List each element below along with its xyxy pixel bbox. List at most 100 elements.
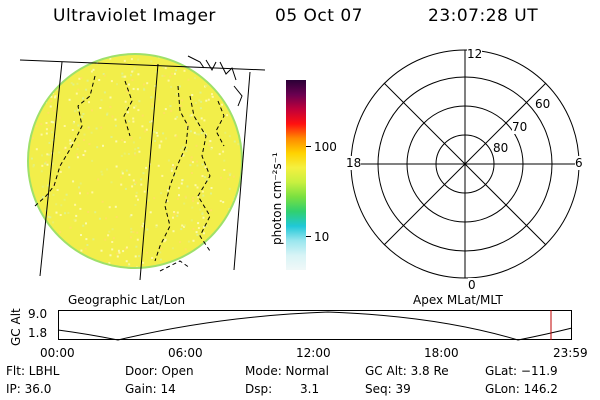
mlt-label-0: 0	[468, 278, 476, 292]
speckle-pixel	[79, 182, 82, 185]
speckle-pixel	[218, 75, 221, 78]
speckle-pixel	[86, 192, 89, 195]
speckle-pixel	[28, 196, 31, 199]
speckle-pixel	[130, 227, 133, 230]
speckle-pixel	[98, 217, 101, 220]
speckle-pixel	[161, 174, 164, 177]
speckle-pixel	[31, 137, 34, 140]
speckle-pixel	[184, 273, 186, 275]
speckle-pixel	[155, 225, 158, 228]
speckle-pixel	[250, 59, 252, 61]
speckle-pixel	[79, 207, 82, 210]
colorbar	[286, 80, 306, 270]
speckle-pixel	[123, 152, 126, 155]
speckle-pixel	[204, 166, 207, 169]
speckle-pixel	[180, 149, 183, 152]
xtick-0000: 00:00	[40, 346, 75, 360]
speckle-pixel	[191, 161, 194, 164]
speckle-pixel	[45, 161, 48, 164]
speckle-pixel	[183, 225, 185, 228]
speckle-pixel	[201, 212, 204, 215]
speckle-pixel	[138, 150, 141, 153]
speckle-pixel	[208, 143, 211, 146]
speckle-pixel	[109, 105, 112, 108]
glon-info: GLon: 146.2	[485, 382, 558, 396]
speckle-pixel	[57, 77, 60, 80]
speckle-pixel	[123, 141, 126, 143]
speckle-pixel	[51, 162, 54, 165]
speckle-pixel	[106, 168, 109, 171]
speckle-pixel	[151, 257, 154, 259]
speckle-pixel	[49, 216, 52, 219]
speckle-pixel	[166, 189, 169, 192]
speckle-pixel	[62, 243, 64, 246]
speckle-pixel	[233, 140, 236, 143]
speckle-pixel	[134, 148, 137, 151]
speckle-pixel	[133, 183, 136, 186]
speckle-pixel	[194, 184, 197, 187]
speckle-pixel	[220, 248, 222, 251]
speckle-pixel	[132, 117, 135, 120]
speckle-pixel	[185, 146, 188, 149]
speckle-pixel	[139, 136, 142, 139]
speckle-pixel	[196, 164, 199, 167]
speckle-pixel	[40, 123, 43, 126]
speckle-pixel	[183, 202, 186, 205]
speckle-pixel	[59, 214, 62, 216]
speckle-pixel	[234, 63, 237, 66]
speckle-pixel	[175, 93, 178, 96]
speckle-pixel	[195, 231, 198, 234]
speckle-pixel	[47, 253, 50, 256]
speckle-pixel	[35, 258, 37, 260]
speckle-pixel	[247, 220, 249, 222]
speckle-pixel	[21, 101, 23, 103]
speckle-pixel	[29, 206, 32, 209]
speckle-pixel	[100, 99, 103, 102]
speckle-pixel	[150, 60, 153, 63]
speckle-pixel	[23, 184, 25, 186]
speckle-pixel	[80, 60, 83, 63]
speckle-pixel	[52, 121, 55, 124]
speckle-pixel	[47, 124, 50, 127]
speckle-pixel	[52, 193, 55, 196]
colorbar-gradient	[286, 80, 306, 270]
speckle-pixel	[187, 78, 190, 81]
speckle-pixel	[214, 233, 217, 236]
speckle-pixel	[21, 167, 23, 169]
glat-info: GLat: −11.9	[485, 364, 558, 378]
speckle-pixel	[30, 70, 33, 73]
speckle-pixel	[161, 74, 164, 77]
speckle-pixel	[80, 77, 83, 79]
speckle-pixel	[65, 193, 68, 196]
speckle-pixel	[69, 142, 72, 145]
speckle-pixel	[200, 117, 203, 120]
speckle-pixel	[197, 222, 200, 225]
speckle-pixel	[206, 179, 209, 182]
speckle-pixel	[174, 117, 177, 120]
speckle-pixel	[238, 56, 241, 59]
speckle-pixel	[144, 130, 147, 133]
speckle-pixel	[73, 121, 75, 124]
speckle-pixel	[209, 140, 212, 143]
speckle-pixel	[210, 148, 213, 151]
speckle-pixel	[132, 179, 135, 182]
speckle-pixel	[199, 107, 202, 110]
speckle-pixel	[71, 141, 74, 144]
speckle-pixel	[171, 167, 173, 170]
speckle-pixel	[170, 110, 173, 113]
speckle-pixel	[238, 122, 241, 125]
speckle-pixel	[125, 269, 127, 271]
speckle-pixel	[228, 174, 231, 177]
speckle-pixel	[80, 234, 82, 236]
speckle-pixel	[96, 146, 99, 149]
speckle-pixel	[43, 258, 46, 261]
dsp-label: Dsp:	[245, 382, 273, 396]
seq-info: Seq: 39	[365, 382, 411, 396]
speckle-pixel	[22, 195, 24, 197]
speckle-pixel	[176, 214, 179, 217]
mlt-label-18: 18	[346, 156, 362, 170]
speckle-pixel	[85, 222, 87, 225]
speckle-pixel	[223, 159, 226, 162]
speckle-pixel	[44, 90, 47, 93]
speckle-pixel	[202, 194, 205, 197]
